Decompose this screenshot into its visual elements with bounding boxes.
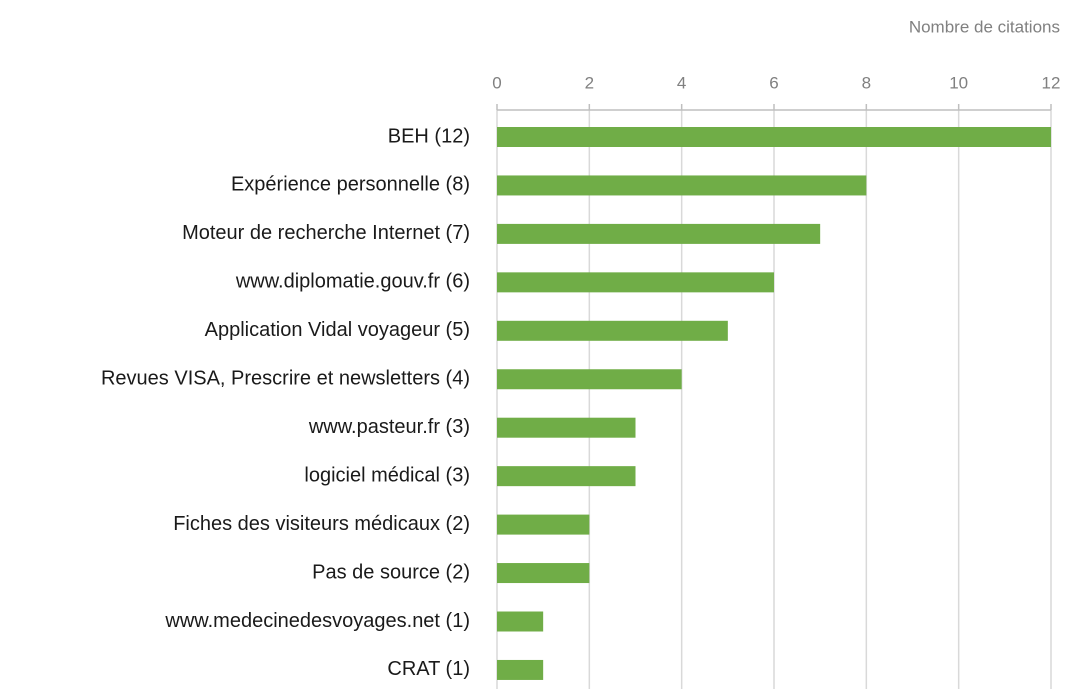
bar [497,563,590,584]
x-tick-label: 8 [862,73,871,92]
category-label: www.diplomatie.gouv.fr (6) [235,271,470,293]
bar [497,369,682,390]
category-label: Fiches des visiteurs médicaux (2) [173,513,470,535]
axis-title: Nombre de citations [909,17,1060,36]
bar [497,659,544,680]
category-label: Application Vidal voyageur (5) [205,319,470,341]
category-label: www.medecinedesvoyages.net (1) [164,610,470,632]
bar [497,611,544,632]
category-label: Expérience personnelle (8) [231,174,470,196]
x-tick-label: 4 [677,73,686,92]
bar [497,223,821,244]
bar [497,466,636,487]
category-label: www.pasteur.fr (3) [308,416,470,438]
bar [497,272,774,293]
bar [497,417,636,438]
category-label: logiciel médical (3) [304,464,470,486]
bar [497,320,728,341]
x-tick-label: 6 [769,73,778,92]
bar [497,175,867,196]
x-tick-label: 10 [949,73,968,92]
bar [497,127,1051,147]
category-label: Pas de source (2) [312,561,470,583]
category-label: Revues VISA, Prescrire et newsletters (4… [101,368,470,390]
category-label: CRAT (1) [387,658,470,680]
category-label: BEH (12) [388,125,470,147]
bar [497,514,590,535]
x-tick-label: 12 [1042,73,1061,92]
category-label: Moteur de recherche Internet (7) [182,222,470,244]
x-tick-label: 0 [492,73,501,92]
x-tick-label: 2 [585,73,594,92]
